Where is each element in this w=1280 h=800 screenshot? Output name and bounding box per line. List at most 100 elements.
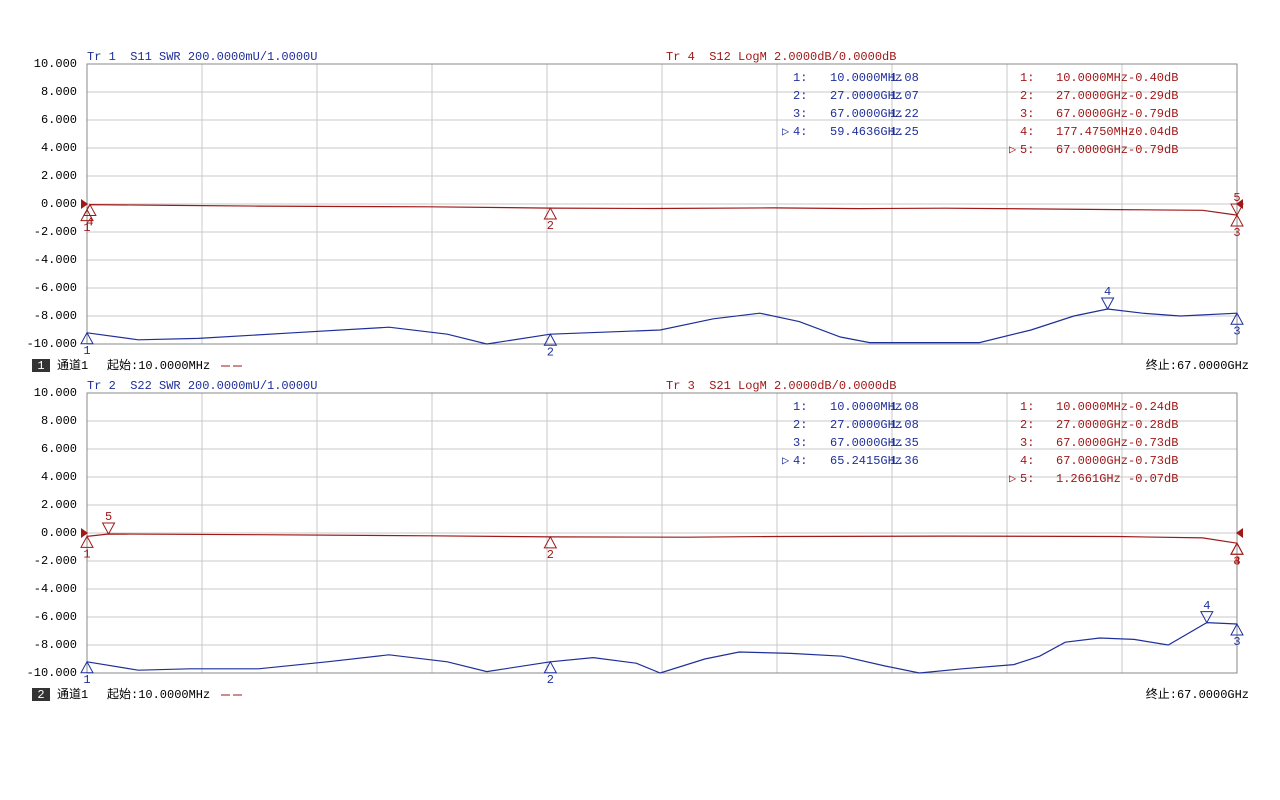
stop-frequency: 终止:67.0000GHz [1146, 357, 1249, 373]
readout-freq: 67.0000GHz [1056, 107, 1128, 121]
y-tick-label: -8.000 [34, 638, 77, 652]
readout-label: 1: [793, 71, 807, 85]
marker-id: 4 [1233, 554, 1240, 568]
y-tick-label: 0.000 [41, 197, 77, 211]
marker-triangle [1100, 297, 1115, 311]
readout-value: -0.40dB [1128, 71, 1178, 85]
readout-label: 4: [793, 454, 807, 468]
marker-id: 1 [83, 221, 90, 235]
marker-triangle [1230, 542, 1244, 555]
channel-name: 通道1 [57, 358, 88, 373]
marker-id: 5 [1233, 191, 1240, 205]
y-tick-label: -2.000 [34, 554, 77, 568]
readout-freq: 10.0000MHz [1056, 400, 1128, 414]
y-tick-label: -6.000 [34, 281, 77, 295]
readout-value: 1.08 [890, 71, 919, 85]
marker-id: 5 [105, 510, 112, 524]
readout-label: 4: [1020, 125, 1034, 139]
readout-label: 2: [1020, 89, 1034, 103]
trace-header: Tr 2 S22 SWR 200.0000mU/1.0000U [87, 379, 317, 393]
readout-value: 1.35 [890, 436, 919, 450]
marker-triangle [543, 207, 558, 220]
readout-value: -0.28dB [1128, 418, 1178, 432]
y-tick-label: 6.000 [41, 442, 77, 456]
readout-label: 5: [1020, 143, 1034, 157]
readout-label: 2: [793, 418, 807, 432]
marker-id: 2 [547, 548, 554, 562]
readout-value: -0.29dB [1128, 89, 1178, 103]
channel-badge [32, 688, 50, 701]
readout-freq: 27.0000GHz [830, 89, 902, 103]
y-tick-label: -10.000 [27, 666, 77, 680]
y-tick-label: 2.000 [41, 169, 77, 183]
readout-freq: 67.0000GHz [1056, 454, 1128, 468]
marker-triangle [80, 535, 94, 548]
readout-freq: 67.0000GHz [830, 436, 902, 450]
active-indicator: ▷ [782, 454, 790, 468]
y-tick-label: 10.000 [34, 386, 77, 400]
trace-header: Tr 4 S12 LogM 2.0000dB/0.0000dB [666, 50, 896, 64]
readout-freq: 27.0000GHz [1056, 418, 1128, 432]
marker-triangle [80, 331, 94, 345]
marker-triangle [543, 535, 558, 549]
readout-freq: 67.0000GHz [830, 107, 902, 121]
readout-value: 1.08 [890, 400, 919, 414]
readout-value: 1.22 [890, 107, 919, 121]
readout-freq: 10.0000MHz [1056, 71, 1128, 85]
marker-id: 4 [1104, 285, 1111, 299]
y-tick-label: -4.000 [34, 253, 77, 267]
y-tick-label: 8.000 [41, 414, 77, 428]
readout-label: 3: [1020, 436, 1034, 450]
y-tick-label: 10.000 [34, 57, 77, 71]
channel-badge [32, 359, 50, 372]
readout-label: 1: [1020, 71, 1034, 85]
marker-id: 2 [547, 345, 554, 359]
channel-number: 1 [37, 359, 44, 373]
trace [86, 308, 1238, 345]
marker-id: 1 [83, 344, 90, 358]
marker-id: 3 [1233, 554, 1240, 568]
readout-value: 1.08 [890, 418, 919, 432]
reference-marker [81, 528, 88, 538]
y-tick-label: 0.000 [41, 526, 77, 540]
trace-header: Tr 3 S21 LogM 2.0000dB/0.0000dB [666, 379, 896, 393]
marker-triangle [543, 660, 558, 674]
readout-value: 1.07 [890, 89, 919, 103]
readout-value: -0.73dB [1128, 436, 1178, 450]
readout-label: 2: [793, 89, 807, 103]
readout-freq: 1.2661GHz [1056, 472, 1121, 486]
marker-id: 4 [86, 216, 93, 230]
marker-id: 3 [1233, 635, 1240, 649]
trace-header: Tr 1 S11 SWR 200.0000mU/1.0000U [87, 50, 317, 64]
readout-freq: 27.0000GHz [1056, 89, 1128, 103]
channel-number: 2 [37, 688, 44, 702]
marker-id: 1 [83, 548, 90, 562]
marker-id: 3 [1233, 226, 1240, 240]
marker-triangle [1230, 214, 1244, 227]
readout-value: -0.04dB [1128, 125, 1178, 139]
active-indicator: ▷ [1009, 472, 1017, 486]
y-tick-label: -6.000 [34, 610, 77, 624]
y-tick-label: -10.000 [27, 337, 77, 351]
readout-freq: 67.0000GHz [1056, 436, 1128, 450]
readout-freq: 27.0000GHz [830, 418, 902, 432]
y-tick-label: -4.000 [34, 582, 77, 596]
readout-value: -0.24dB [1128, 400, 1178, 414]
trace [86, 621, 1238, 674]
marker-id: 2 [547, 673, 554, 687]
readout-label: 1: [1020, 400, 1034, 414]
readout-label: 1: [793, 400, 807, 414]
y-tick-label: 8.000 [41, 85, 77, 99]
active-indicator: ▷ [782, 125, 790, 139]
trace [86, 203, 1238, 216]
y-tick-label: -8.000 [34, 309, 77, 323]
start-frequency: 起始:10.0000MHz [107, 687, 210, 702]
readout-value: -0.07dB [1128, 472, 1178, 486]
y-tick-label: 4.000 [41, 141, 77, 155]
trace [86, 533, 1238, 544]
marker-triangle [83, 203, 97, 217]
readout-label: 4: [1020, 454, 1034, 468]
readout-label: 3: [793, 436, 807, 450]
